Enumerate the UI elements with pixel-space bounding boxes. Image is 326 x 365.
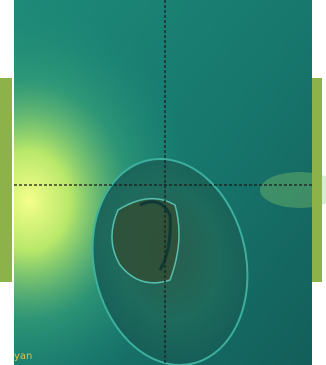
right-marker [312, 78, 322, 282]
inner-edge [139, 200, 172, 271]
left-marker [0, 78, 12, 282]
right-glow [260, 172, 326, 208]
inner-structure [111, 197, 180, 284]
channel-label: yan [14, 351, 32, 362]
